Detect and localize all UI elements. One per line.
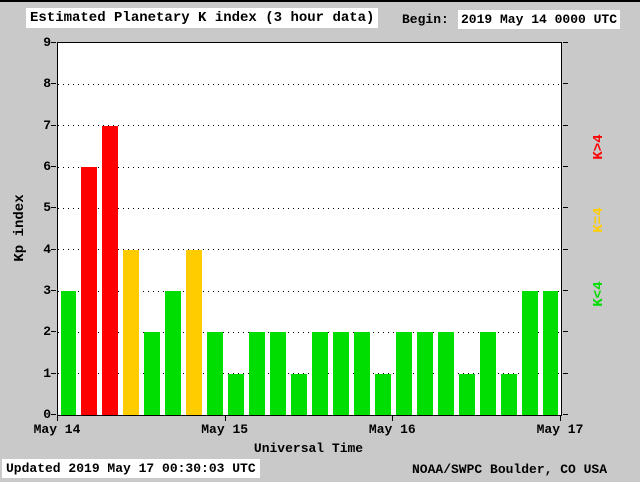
legend-label-high: K>4 [591, 134, 607, 160]
gridline-y8 [58, 83, 561, 85]
y-tick-label: 0 [43, 407, 51, 422]
kp-bar [228, 373, 245, 415]
y-tick-mark-left [51, 290, 56, 291]
y-tick-label: 9 [43, 35, 51, 50]
y-tick-mark-right [563, 166, 568, 167]
x-tick-label: May 15 [201, 422, 249, 437]
x-tick-mark [224, 416, 226, 421]
x-axis-title: Universal Time [253, 441, 364, 456]
y-tick-label: 4 [43, 241, 51, 257]
x-tick-label: May 16 [368, 422, 416, 437]
y-tick-mark-right [563, 290, 568, 291]
kp-bar [207, 332, 224, 415]
kp-bar [353, 332, 370, 415]
x-tick-mark [560, 416, 561, 421]
gridline-y4 [58, 249, 561, 251]
kp-bar [144, 332, 161, 415]
gridline-y3 [58, 290, 561, 292]
source-text: NOAA/SWPC Boulder, CO USA [412, 462, 608, 477]
x-tick-mark [57, 416, 58, 421]
y-tick-label: 6 [43, 159, 51, 174]
gridline-y7 [58, 125, 561, 127]
y-tick-mark-left [51, 331, 56, 333]
y-tick-mark-right [563, 83, 568, 85]
legend-label-mid: K=4 [591, 207, 607, 233]
y-axis-title: Kp index [12, 194, 28, 262]
y-tick-mark-left [51, 207, 56, 209]
plot-area [57, 42, 562, 416]
x-tick-mark [392, 416, 394, 421]
y-tick-mark-right [563, 331, 568, 333]
kp-bar [458, 373, 475, 415]
x-tick-label: May 14 [33, 422, 81, 437]
y-tick-label: 2 [43, 324, 51, 340]
y-tick-mark-right [563, 207, 568, 209]
kp-bar [374, 373, 391, 415]
kp-bar [249, 332, 266, 415]
kp-bar [81, 167, 98, 415]
y-tick-label: 3 [43, 283, 51, 298]
updated-text: Updated 2019 May 17 00:30:03 UTC [2, 459, 260, 478]
kp-bar [416, 332, 433, 415]
begin-label: Begin: [402, 12, 449, 27]
kp-bar [270, 332, 287, 415]
y-tick-label: 1 [43, 365, 51, 381]
gridline-y6 [58, 166, 561, 168]
kp-bar [521, 291, 538, 415]
y-tick-mark-right [563, 42, 568, 43]
kp-bar [165, 291, 182, 415]
y-tick-mark-right [563, 372, 568, 374]
kp-bar [479, 332, 496, 415]
y-tick-mark-left [51, 124, 56, 126]
y-tick-mark-right [563, 414, 568, 415]
chart-title: Estimated Planetary K index (3 hour data… [26, 8, 379, 28]
y-tick-mark-right [563, 124, 568, 126]
x-tick-label: May 17 [536, 422, 584, 437]
gridline-y5 [58, 207, 561, 209]
y-tick-label: 5 [43, 200, 51, 216]
kp-bar [123, 249, 140, 415]
kp-bar [186, 249, 203, 415]
y-tick-label: 7 [43, 117, 51, 133]
kp-bar [542, 291, 559, 415]
gridline-y2 [58, 331, 561, 333]
kp-bar [312, 332, 328, 415]
kp-bar [437, 332, 454, 415]
kp-bar [102, 125, 119, 415]
kp-bar [291, 373, 307, 415]
gridline-y1 [58, 373, 561, 375]
y-tick-mark-left [51, 414, 56, 415]
y-tick-mark-left [51, 42, 56, 43]
begin-datetime: 2019 May 14 0000 UTC [458, 10, 621, 29]
y-tick-mark-left [51, 372, 56, 374]
y-tick-mark-right [563, 248, 568, 250]
kp-bar [60, 291, 77, 415]
kp-bar [395, 332, 412, 415]
kp-bar [332, 332, 349, 415]
y-tick-label: 8 [43, 76, 51, 92]
kp-bar [500, 373, 517, 415]
y-tick-mark-left [51, 83, 56, 85]
legend-label-low: K<4 [591, 281, 607, 307]
y-tick-mark-left [51, 248, 56, 250]
y-tick-mark-left [51, 166, 56, 167]
